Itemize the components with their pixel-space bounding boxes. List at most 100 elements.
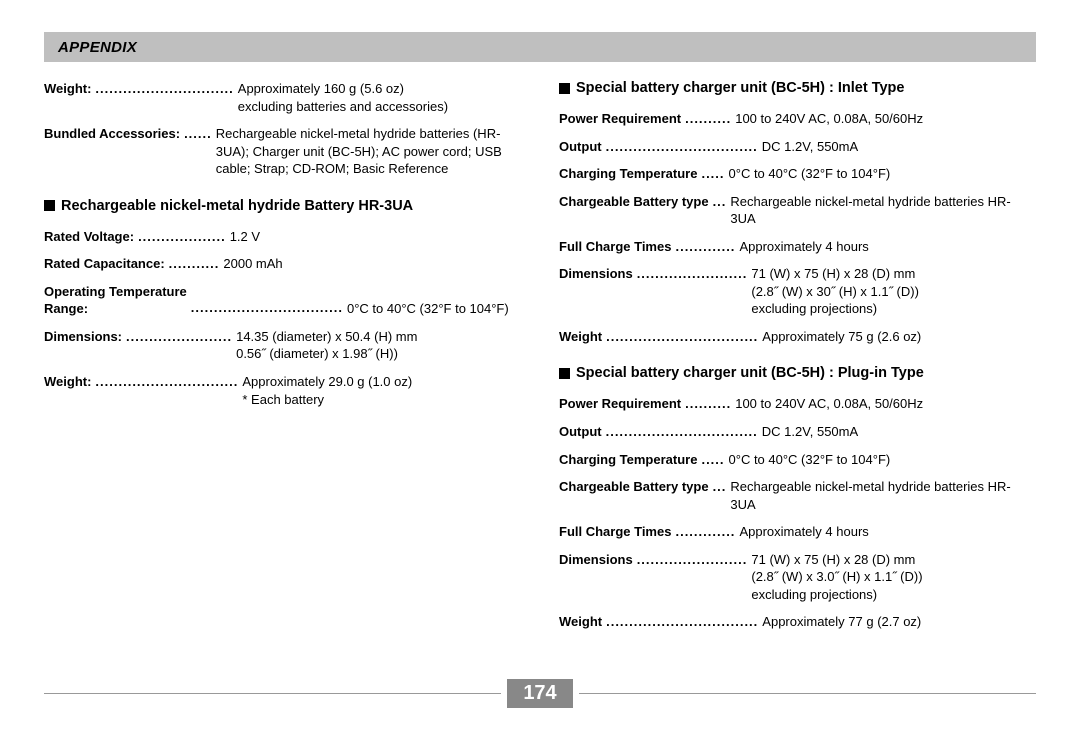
footer-line-left [44, 693, 501, 694]
spec-value: 2000 mAh [223, 255, 521, 273]
dots: ... [713, 193, 727, 211]
dots: ..... [701, 451, 724, 469]
spec-row: Bundled Accessories: ...... Rechargeable… [44, 125, 521, 178]
spec-row: Output .................................… [559, 423, 1036, 441]
spec-value: DC 1.2V, 550mA [762, 138, 1036, 156]
appendix-title: APPENDIX [58, 39, 137, 56]
spec-label: Weight [559, 613, 602, 631]
section-heading-inlet: Special battery charger unit (BC-5H) : I… [559, 80, 1036, 96]
spec-label: Power Requirement [559, 110, 681, 128]
spec-label: Weight [559, 328, 602, 346]
spec-label: Chargeable Battery type [559, 478, 709, 496]
spec-value: DC 1.2V, 550mA [762, 423, 1036, 441]
dots: ................... [138, 228, 226, 246]
square-bullet-icon [44, 200, 55, 211]
right-column: Special battery charger unit (BC-5H) : I… [559, 80, 1036, 641]
section-heading-plugin: Special battery charger unit (BC-5H) : P… [559, 365, 1036, 381]
spec-label: Operating Temperature Range: [44, 283, 187, 318]
spec-label: Output [559, 423, 602, 441]
spec-label: Full Charge Times [559, 523, 671, 541]
dots: ................................. [191, 299, 343, 317]
spec-row: Dimensions: ....................... 14.3… [44, 328, 521, 363]
spec-row: Power Requirement .......... 100 to 240V… [559, 110, 1036, 128]
heading-text: Special battery charger unit (BC-5H) : I… [576, 80, 904, 96]
dots: ............................... [95, 373, 238, 391]
spec-value: Approximately 4 hours [739, 523, 1036, 541]
spec-value: 1.2 V [230, 228, 521, 246]
spec-row: Rated Capacitance: ........... 2000 mAh [44, 255, 521, 273]
footer-line-right [579, 693, 1036, 694]
spec-value: Rechargeable nickel-metal hydride batter… [216, 125, 521, 178]
spec-value: Approximately 4 hours [739, 238, 1036, 256]
spec-row: Charging Temperature ..... 0°C to 40°C (… [559, 165, 1036, 183]
spec-row: Output .................................… [559, 138, 1036, 156]
spec-value: Approximately 77 g (2.7 oz) [762, 613, 1036, 631]
spec-label: Charging Temperature [559, 451, 697, 469]
square-bullet-icon [559, 83, 570, 94]
spec-label: Chargeable Battery type [559, 193, 709, 211]
spec-value: 14.35 (diameter) x 50.4 (H) mm 0.56˝ (di… [236, 328, 521, 363]
left-column: Weight: .............................. A… [44, 80, 521, 641]
spec-row: Dimensions ........................ 71 (… [559, 265, 1036, 318]
spec-row: Charging Temperature ..... 0°C to 40°C (… [559, 451, 1036, 469]
spec-row: Weight: ............................... … [44, 373, 521, 408]
appendix-header: APPENDIX [44, 32, 1036, 62]
spec-row: Power Requirement .......... 100 to 240V… [559, 395, 1036, 413]
dots: ...... [184, 125, 212, 143]
dots: ........................ [637, 551, 748, 569]
spec-row: Chargeable Battery type ... Rechargeable… [559, 193, 1036, 228]
dots: ................................. [606, 423, 758, 441]
dots: ..... [701, 165, 724, 183]
square-bullet-icon [559, 368, 570, 379]
spec-label: Full Charge Times [559, 238, 671, 256]
dots: ........... [169, 255, 220, 273]
content-columns: Weight: .............................. A… [44, 80, 1036, 641]
spec-row: Operating Temperature Range: ...........… [44, 283, 521, 318]
spec-label: Rated Voltage: [44, 228, 134, 246]
dots: .......... [685, 110, 731, 128]
spec-value: Rechargeable nickel-metal hydride batter… [730, 193, 1036, 228]
dots: ............. [675, 238, 735, 256]
dots: ....................... [126, 328, 232, 346]
dots: ................................. [606, 138, 758, 156]
spec-row: Dimensions ........................ 71 (… [559, 551, 1036, 604]
spec-row: Rated Voltage: ................... 1.2 V [44, 228, 521, 246]
spec-row: Weight .................................… [559, 613, 1036, 631]
spec-value: 0°C to 40°C (32°F to 104°F) [729, 451, 1036, 469]
page-footer: 174 [44, 679, 1036, 708]
dots: ............. [675, 523, 735, 541]
spec-label: Bundled Accessories: [44, 125, 180, 143]
spec-value: 0°C to 40°C (32°F to 104°F) [347, 300, 521, 318]
spec-value: Approximately 75 g (2.6 oz) [762, 328, 1036, 346]
spec-value: 100 to 240V AC, 0.08A, 50/60Hz [735, 395, 1036, 413]
section-heading-battery: Rechargeable nickel-metal hydride Batter… [44, 198, 521, 214]
heading-text: Rechargeable nickel-metal hydride Batter… [61, 198, 413, 214]
spec-label: Charging Temperature [559, 165, 697, 183]
spec-row: Chargeable Battery type ... Rechargeable… [559, 478, 1036, 513]
spec-value: Approximately 29.0 g (1.0 oz) * Each bat… [242, 373, 521, 408]
spec-label: Power Requirement [559, 395, 681, 413]
spec-row: Full Charge Times ............. Approxim… [559, 523, 1036, 541]
spec-label: Weight: [44, 80, 91, 98]
heading-text: Special battery charger unit (BC-5H) : P… [576, 365, 924, 381]
spec-value: Approximately 160 g (5.6 oz) excluding b… [238, 80, 521, 115]
spec-value: 71 (W) x 75 (H) x 28 (D) mm (2.8˝ (W) x … [751, 551, 1036, 604]
dots: ................................. [606, 613, 758, 631]
spec-label: Dimensions [559, 265, 633, 283]
spec-label: Dimensions: [44, 328, 122, 346]
spec-label: Weight: [44, 373, 91, 391]
spec-label: Dimensions [559, 551, 633, 569]
spec-value: 0°C to 40°C (32°F to 104°F) [729, 165, 1036, 183]
spec-label: Rated Capacitance: [44, 255, 165, 273]
spec-row: Weight: .............................. A… [44, 80, 521, 115]
spec-row: Weight .................................… [559, 328, 1036, 346]
dots: .............................. [95, 80, 233, 98]
spec-value: Rechargeable nickel-metal hydride batter… [730, 478, 1036, 513]
spec-label: Output [559, 138, 602, 156]
dots: ................................. [606, 328, 758, 346]
dots: .......... [685, 395, 731, 413]
dots: ... [713, 478, 727, 496]
spec-row: Full Charge Times ............. Approxim… [559, 238, 1036, 256]
dots: ........................ [637, 265, 748, 283]
page-number: 174 [507, 679, 572, 708]
